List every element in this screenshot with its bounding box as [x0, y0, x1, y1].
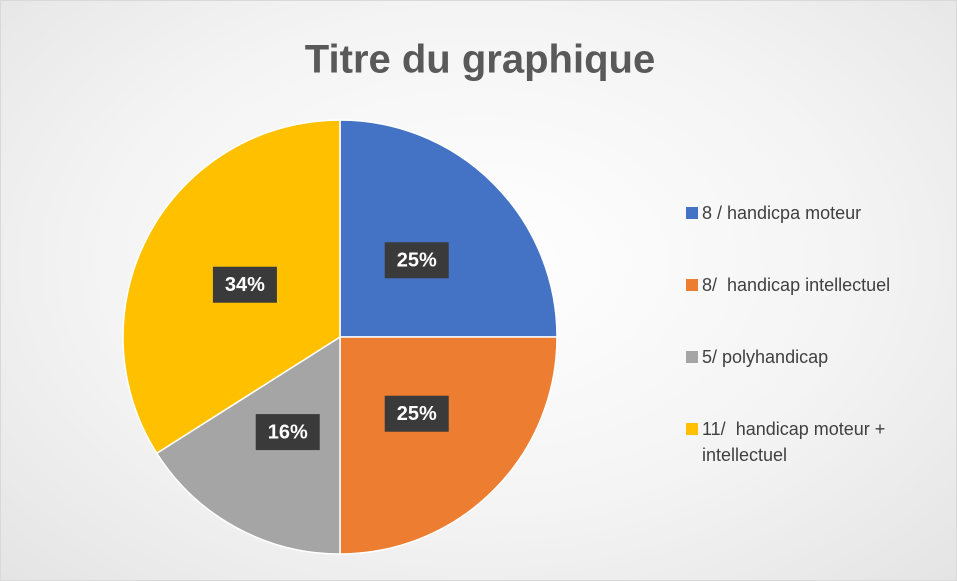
legend-label: 8 / handicpa moteur	[702, 203, 862, 223]
data-label: 25%	[397, 250, 437, 272]
legend-item: 11/ handicap moteur + intellectuel	[686, 416, 951, 468]
legend-label: 5/ polyhandicap	[702, 347, 829, 367]
legend-label: 11/ handicap moteur + intellectuel	[702, 419, 891, 465]
data-label-box	[384, 242, 449, 279]
legend-item: 8/ handicap intellectuel	[686, 272, 951, 298]
pie-slice	[155, 335, 341, 555]
legend-swatch	[686, 423, 698, 435]
pie-slice	[339, 336, 558, 555]
legend-swatch	[686, 279, 698, 291]
data-label-box	[384, 395, 449, 432]
pie-slice	[339, 119, 558, 338]
legend-swatch	[686, 351, 698, 363]
data-label-box	[255, 414, 320, 451]
legend-item: 5/ polyhandicap	[686, 344, 951, 370]
data-label: 16%	[268, 421, 308, 443]
data-label: 25%	[397, 403, 437, 425]
legend: 8 / handicpa moteur 8/ handicap intellect…	[686, 200, 951, 514]
data-label: 34%	[225, 274, 265, 296]
data-label-box	[212, 266, 277, 303]
legend-swatch	[686, 207, 698, 219]
legend-label: 8/ handicap intellectuel	[702, 275, 891, 295]
chart-title: Titre du graphique	[305, 38, 655, 82]
legend-item: 8 / handicpa moteur	[686, 200, 951, 226]
